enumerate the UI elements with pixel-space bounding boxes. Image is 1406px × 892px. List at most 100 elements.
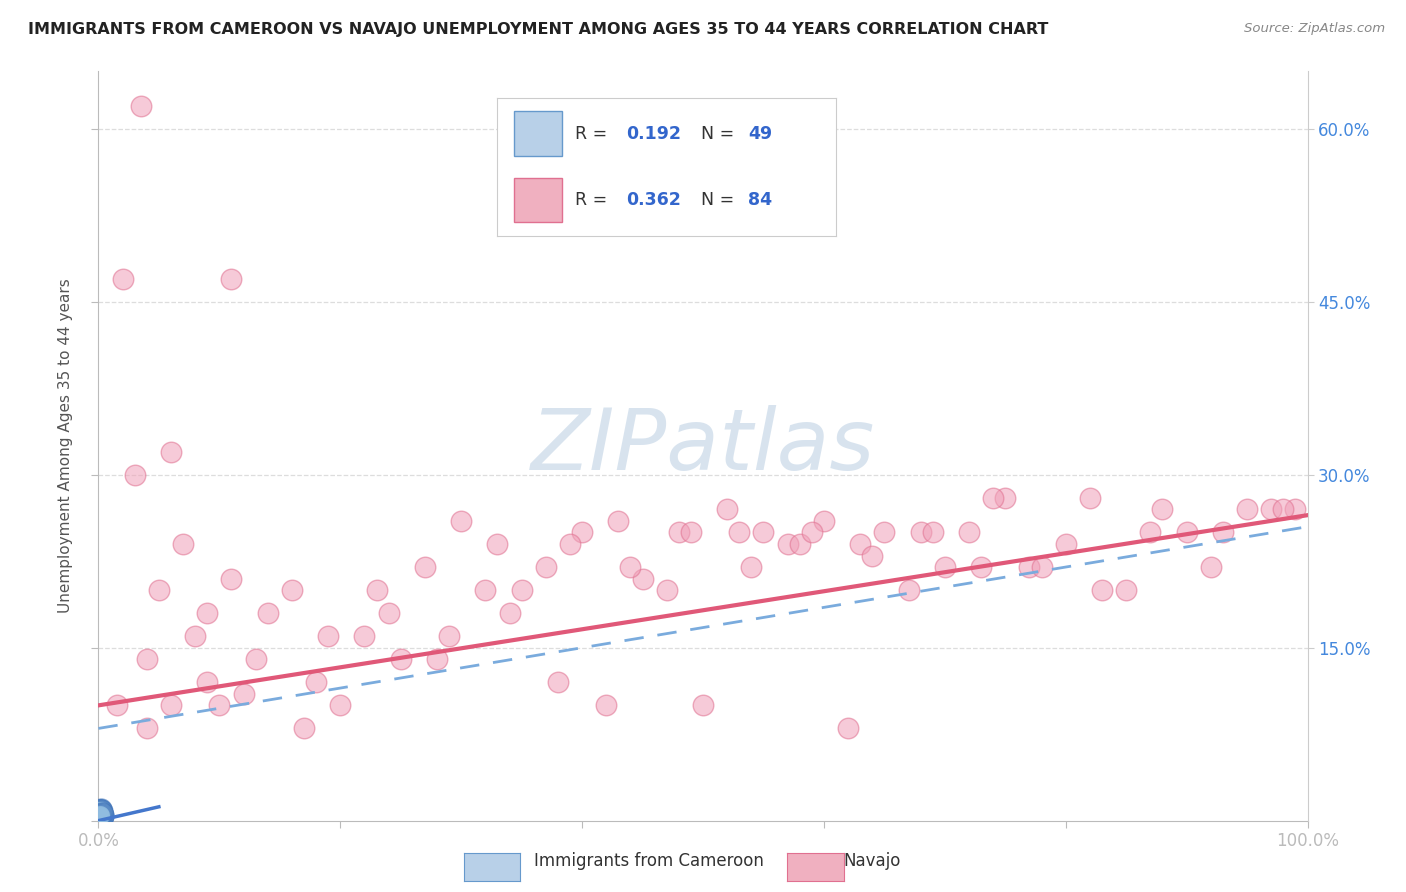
Point [91, 805, 114, 819]
Point [1236, 502, 1258, 516]
Point [1199, 560, 1222, 574]
Point [329, 698, 352, 713]
Point [91, 809, 114, 823]
Point [994, 491, 1017, 505]
Point [813, 514, 835, 528]
Point [89, 806, 111, 821]
Point [129, 99, 152, 113]
Point [91, 808, 114, 822]
Point [91, 805, 114, 820]
Point [353, 629, 375, 643]
Point [135, 652, 157, 666]
Point [789, 537, 811, 551]
Point [208, 698, 231, 713]
Point [316, 629, 339, 643]
Point [1212, 525, 1234, 540]
Point [1115, 583, 1137, 598]
Point [148, 583, 170, 598]
Point [413, 560, 436, 574]
Point [91, 805, 114, 820]
Point [90, 805, 112, 820]
Point [873, 525, 896, 540]
Point [498, 606, 520, 620]
Point [1139, 525, 1161, 540]
Point [1031, 560, 1053, 574]
Point [90, 808, 112, 822]
Point [89, 808, 111, 822]
Point [1018, 560, 1040, 574]
Point [668, 525, 690, 540]
Point [89, 808, 111, 822]
Point [450, 514, 472, 528]
Point [89, 805, 111, 820]
Point [90, 810, 112, 824]
Point [752, 525, 775, 540]
Point [607, 514, 630, 528]
Point [897, 583, 920, 598]
Point [91, 810, 114, 824]
Point [111, 272, 134, 286]
Point [89, 810, 111, 824]
Point [89, 805, 111, 820]
Point [921, 525, 943, 540]
Point [486, 537, 509, 551]
Point [1284, 502, 1306, 516]
Point [426, 652, 449, 666]
Point [89, 805, 111, 820]
Point [90, 809, 112, 823]
Point [221, 572, 243, 586]
Point [89, 805, 111, 819]
Point [619, 560, 641, 574]
Point [860, 549, 883, 563]
Y-axis label: Unemployment Among Ages 35 to 44 years: Unemployment Among Ages 35 to 44 years [58, 278, 73, 614]
Point [655, 583, 678, 598]
Point [195, 606, 218, 620]
Point [90, 810, 112, 824]
Point [124, 467, 146, 482]
Point [728, 525, 751, 540]
Point [305, 675, 328, 690]
Point [692, 698, 714, 713]
Point [89, 808, 111, 822]
Point [281, 583, 304, 598]
Point [89, 809, 111, 823]
Point [90, 806, 112, 821]
Point [1054, 537, 1077, 551]
Point [474, 583, 496, 598]
Point [135, 722, 157, 736]
Point [184, 629, 207, 643]
Point [377, 606, 399, 620]
Point [910, 525, 932, 540]
Point [389, 652, 412, 666]
Point [90, 809, 112, 823]
Point [558, 537, 581, 551]
Point [970, 560, 993, 574]
Point [1175, 525, 1198, 540]
Point [90, 806, 112, 821]
Text: Navajo: Navajo [844, 852, 901, 870]
Point [160, 698, 183, 713]
Point [232, 687, 254, 701]
Point [90, 806, 112, 821]
Point [90, 808, 112, 822]
Point [292, 722, 315, 736]
Point [776, 537, 799, 551]
Point [91, 809, 114, 823]
Point [716, 502, 738, 516]
Text: IMMIGRANTS FROM CAMEROON VS NAVAJO UNEMPLOYMENT AMONG AGES 35 TO 44 YEARS CORREL: IMMIGRANTS FROM CAMEROON VS NAVAJO UNEMP… [28, 22, 1049, 37]
Text: ZIPatlas: ZIPatlas [531, 404, 875, 488]
Point [89, 803, 111, 817]
Point [437, 629, 460, 643]
Point [89, 806, 111, 821]
Point [547, 675, 569, 690]
Text: Immigrants from Cameroon: Immigrants from Cameroon [534, 852, 763, 870]
Point [1091, 583, 1114, 598]
Point [90, 805, 112, 820]
Point [91, 808, 114, 822]
Point [256, 606, 278, 620]
Point [105, 698, 128, 713]
Point [366, 583, 388, 598]
Point [957, 525, 980, 540]
Point [934, 560, 956, 574]
Point [91, 811, 114, 825]
